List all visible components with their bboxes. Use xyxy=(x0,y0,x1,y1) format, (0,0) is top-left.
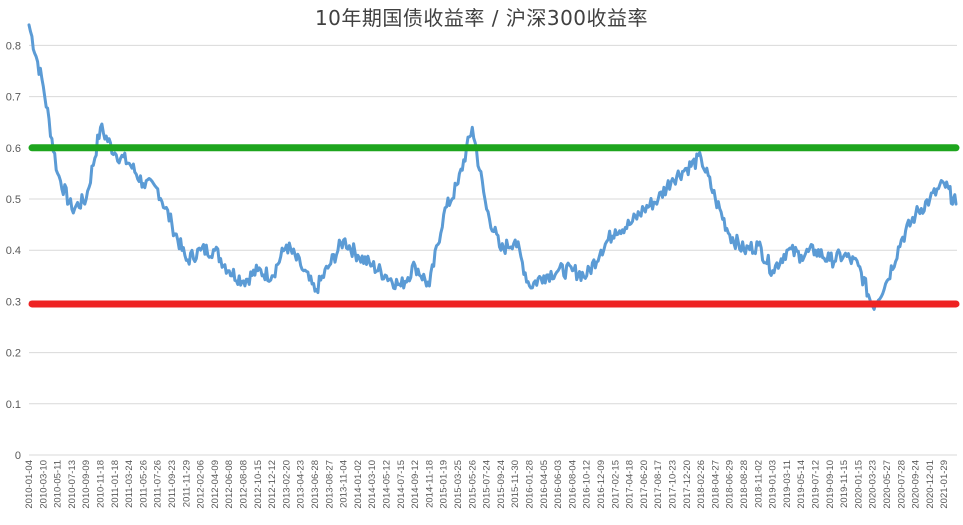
x-tick-label: 2010-05-11 xyxy=(53,460,64,508)
x-tick-label: 2010-09-09 xyxy=(81,460,92,509)
x-tick-label: 2015-09-24 xyxy=(496,460,507,509)
x-tick-label: 2015-01-19 xyxy=(439,460,450,509)
x-tick-label: 2017-04-18 xyxy=(625,460,636,509)
x-tick-label: 2016-10-12 xyxy=(582,460,593,509)
x-tick-label: 2015-07-24 xyxy=(482,460,493,509)
x-tick-label: 2014-03-10 xyxy=(367,460,378,509)
x-tick-label: 2019-01-03 xyxy=(768,460,779,509)
x-tick-label: 2011-09-23 xyxy=(167,460,178,508)
y-tick-label: 0.3 xyxy=(6,296,21,308)
x-tick-label: 2010-07-13 xyxy=(67,460,78,509)
x-tick-label: 2020-05-27 xyxy=(882,460,893,509)
x-tick-label: 2014-05-12 xyxy=(382,460,393,509)
x-tick-label: 2019-07-12 xyxy=(811,460,822,509)
x-tick-label: 2020-09-24 xyxy=(911,460,922,509)
x-tick-label: 2017-12-20 xyxy=(682,460,693,509)
x-tick-label: 2012-12-12 xyxy=(267,460,278,509)
x-tick-label: 2018-04-27 xyxy=(710,460,721,509)
y-tick-label: 0.6 xyxy=(6,143,21,155)
x-tick-label: 2014-01-02 xyxy=(353,460,364,509)
x-tick-label: 2012-04-09 xyxy=(210,460,221,509)
x-tick-label: 2017-10-23 xyxy=(668,460,679,509)
y-tick-label: 0.5 xyxy=(6,194,21,206)
x-tick-label: 2017-06-20 xyxy=(639,460,650,509)
x-tick-label: 2011-01-18 xyxy=(110,460,121,508)
x-tick-label: 2013-04-23 xyxy=(296,460,307,509)
y-axis-ticks: 0 0.1 0.2 0.3 0.4 0.5 0.6 0.7 0.8 xyxy=(6,40,21,462)
x-tick-label: 2011-07-26 xyxy=(153,460,164,508)
x-tick-label: 2019-09-10 xyxy=(825,460,836,509)
x-tick-label: 2021-01-29 xyxy=(939,460,950,509)
x-tick-label: 2020-01-15 xyxy=(853,460,864,509)
x-tick-label: 2016-04-05 xyxy=(539,460,550,509)
x-tick-label: 2011-05-26 xyxy=(138,460,149,508)
x-tick-label: 2018-11-02 xyxy=(753,460,764,508)
x-tick-label: 2016-01-28 xyxy=(525,460,536,509)
x-axis-ticks: 2010-01-04 2010-03-10 2010-05-11 2010-07-13… xyxy=(24,460,950,509)
x-tick-label: 2010-01-04 xyxy=(24,460,35,509)
y-tick-label: 0 xyxy=(15,450,21,462)
x-tick-label: 2016-08-04 xyxy=(567,460,578,509)
y-tick-label: 0.2 xyxy=(6,348,21,360)
x-tick-label: 2016-06-03 xyxy=(553,460,564,509)
x-tick-label: 2019-05-14 xyxy=(796,460,807,509)
x-tick-label: 2013-08-27 xyxy=(324,460,335,509)
x-tick-label: 2011-11-29 xyxy=(181,460,192,507)
x-tick-label: 2015-03-25 xyxy=(453,460,464,509)
y-tick-label: 0.8 xyxy=(6,40,21,52)
x-tick-label: 2019-11-15 xyxy=(839,460,850,508)
x-tick-label: 2019-03-11 xyxy=(782,460,793,508)
x-tick-label: 2010-11-18 xyxy=(96,460,107,508)
x-tick-label: 2014-11-18 xyxy=(424,460,435,508)
x-tick-label: 2016-12-09 xyxy=(596,460,607,509)
y-tick-label: 0.1 xyxy=(6,399,21,411)
x-tick-label: 2018-06-29 xyxy=(725,460,736,509)
y-tick-label: 0.7 xyxy=(6,92,21,104)
x-tick-label: 2012-10-15 xyxy=(253,460,264,509)
x-tick-label: 2015-05-26 xyxy=(467,460,478,509)
ratio-series-line xyxy=(27,23,958,311)
x-tick-label: 2012-06-08 xyxy=(224,460,235,509)
chart-title: 10年期国债收益率 / 沪深300收益率 xyxy=(314,6,649,30)
x-tick-label: 2018-02-26 xyxy=(696,460,707,509)
x-tick-label: 2014-09-12 xyxy=(410,460,421,509)
x-tick-label: 2013-06-28 xyxy=(310,460,321,509)
x-tick-label: 2020-03-23 xyxy=(868,460,879,509)
x-tick-label: 2012-02-06 xyxy=(196,460,207,509)
y-tick-label: 0.4 xyxy=(6,245,21,257)
x-tick-label: 2020-12-01 xyxy=(925,460,936,509)
x-tick-label: 2018-08-28 xyxy=(739,460,750,509)
x-tick-label: 2010-03-10 xyxy=(38,460,49,509)
x-tick-label: 2017-02-15 xyxy=(610,460,621,509)
x-tick-label: 2013-11-04 xyxy=(339,460,350,508)
x-tick-label: 2012-08-08 xyxy=(239,460,250,509)
x-tick-label: 2015-11-30 xyxy=(510,460,521,508)
x-tick-label: 2014-07-15 xyxy=(396,460,407,509)
x-tick-label: 2017-08-17 xyxy=(653,460,664,509)
x-tick-label: 2013-02-20 xyxy=(281,460,292,509)
x-tick-label: 2011-03-24 xyxy=(124,460,135,508)
x-tick-label: 2020-07-28 xyxy=(896,460,907,509)
